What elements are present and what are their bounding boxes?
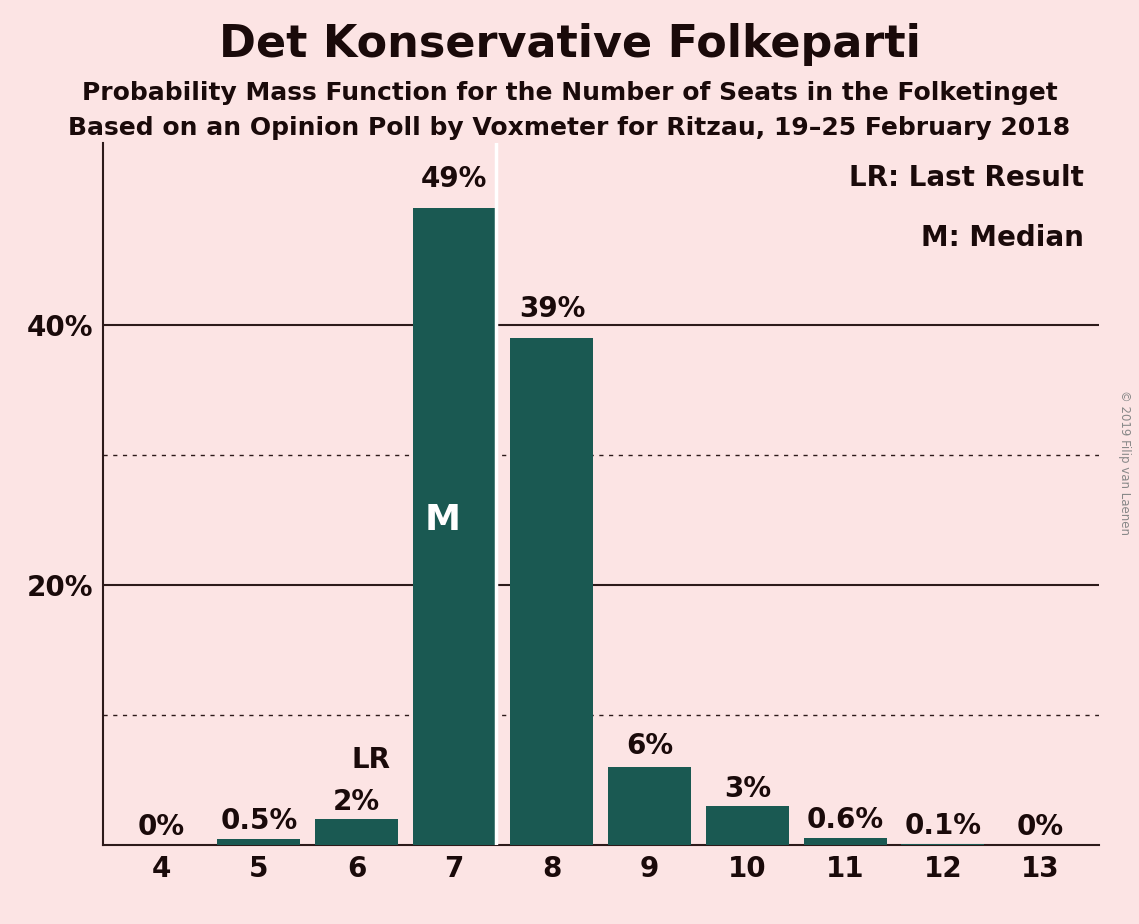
Bar	[510, 338, 593, 845]
Text: 49%: 49%	[421, 164, 487, 192]
Text: 3%: 3%	[723, 774, 771, 803]
Bar	[218, 839, 301, 845]
Text: Probability Mass Function for the Number of Seats in the Folketinget: Probability Mass Function for the Number…	[82, 81, 1057, 105]
Bar	[412, 208, 495, 845]
Bar	[804, 838, 886, 845]
Text: 0%: 0%	[138, 813, 185, 841]
Text: 6%: 6%	[626, 732, 673, 760]
Text: © 2019 Filip van Laenen: © 2019 Filip van Laenen	[1118, 390, 1131, 534]
Bar	[706, 807, 789, 845]
Bar	[608, 768, 691, 845]
Text: 39%: 39%	[518, 295, 585, 322]
Text: 0%: 0%	[1017, 813, 1064, 841]
Text: LR: Last Result: LR: Last Result	[850, 164, 1084, 192]
Text: 0.1%: 0.1%	[904, 812, 982, 840]
Text: M: M	[425, 504, 460, 538]
Text: 0.5%: 0.5%	[220, 807, 297, 835]
Text: 0.6%: 0.6%	[806, 806, 884, 833]
Text: Det Konservative Folkeparti: Det Konservative Folkeparti	[219, 23, 920, 67]
Text: 2%: 2%	[333, 787, 380, 816]
Bar	[316, 820, 398, 845]
Text: M: Median: M: Median	[921, 224, 1084, 252]
Text: Based on an Opinion Poll by Voxmeter for Ritzau, 19–25 February 2018: Based on an Opinion Poll by Voxmeter for…	[68, 116, 1071, 140]
Text: LR: LR	[352, 746, 391, 774]
